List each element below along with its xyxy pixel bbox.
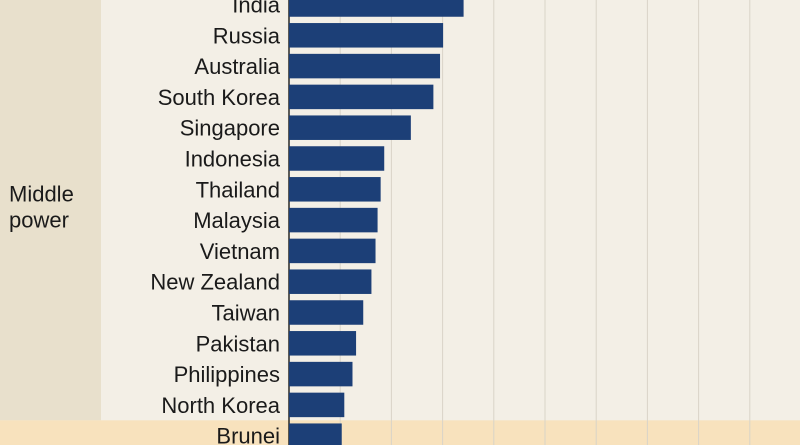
- bar-brunei: [289, 423, 342, 445]
- bar-indonesia: [289, 146, 385, 171]
- bar-malaysia: [289, 207, 378, 233]
- category-labels: India Russia Australia South Korea Singapore…: [150, 0, 280, 445]
- label-pakistan: Pakistan: [196, 331, 280, 356]
- group-band-middle-power: [0, 0, 101, 421]
- bar-taiwan: [289, 300, 364, 325]
- label-thailand: Thailand: [196, 177, 280, 202]
- plot-background: [101, 0, 800, 445]
- label-singapore: Singapore: [180, 116, 280, 141]
- bar-north-korea: [289, 392, 345, 418]
- group-band-1: [0, 420, 800, 445]
- bar-singapore: [289, 115, 411, 140]
- bar-new-zealand: [289, 269, 372, 294]
- bars: [289, 0, 464, 445]
- label-australia: Australia: [194, 54, 280, 79]
- bar-india: [289, 0, 464, 17]
- bar-russia: [289, 23, 444, 48]
- label-philippines: Philippines: [174, 362, 280, 387]
- bar-thailand: [289, 177, 381, 202]
- bar-vietnam: [289, 238, 376, 264]
- label-indonesia: Indonesia: [185, 147, 281, 172]
- bar-pakistan: [289, 331, 357, 356]
- label-north-korea: North Korea: [161, 393, 280, 418]
- bar-south-korea: [289, 84, 434, 110]
- label-taiwan: Taiwan: [212, 301, 280, 326]
- bar-philippines: [289, 361, 353, 387]
- label-brunei: Brunei: [216, 424, 280, 445]
- group-label-line: Middle: [9, 182, 74, 207]
- label-india: India: [232, 0, 280, 18]
- bar-australia: [289, 53, 441, 79]
- label-south-korea: South Korea: [158, 85, 281, 110]
- group-label-line: power: [9, 208, 69, 233]
- label-malaysia: Malaysia: [193, 208, 281, 233]
- label-russia: Russia: [213, 23, 281, 48]
- label-new-zealand: New Zealand: [150, 270, 280, 295]
- label-vietnam: Vietnam: [200, 239, 280, 264]
